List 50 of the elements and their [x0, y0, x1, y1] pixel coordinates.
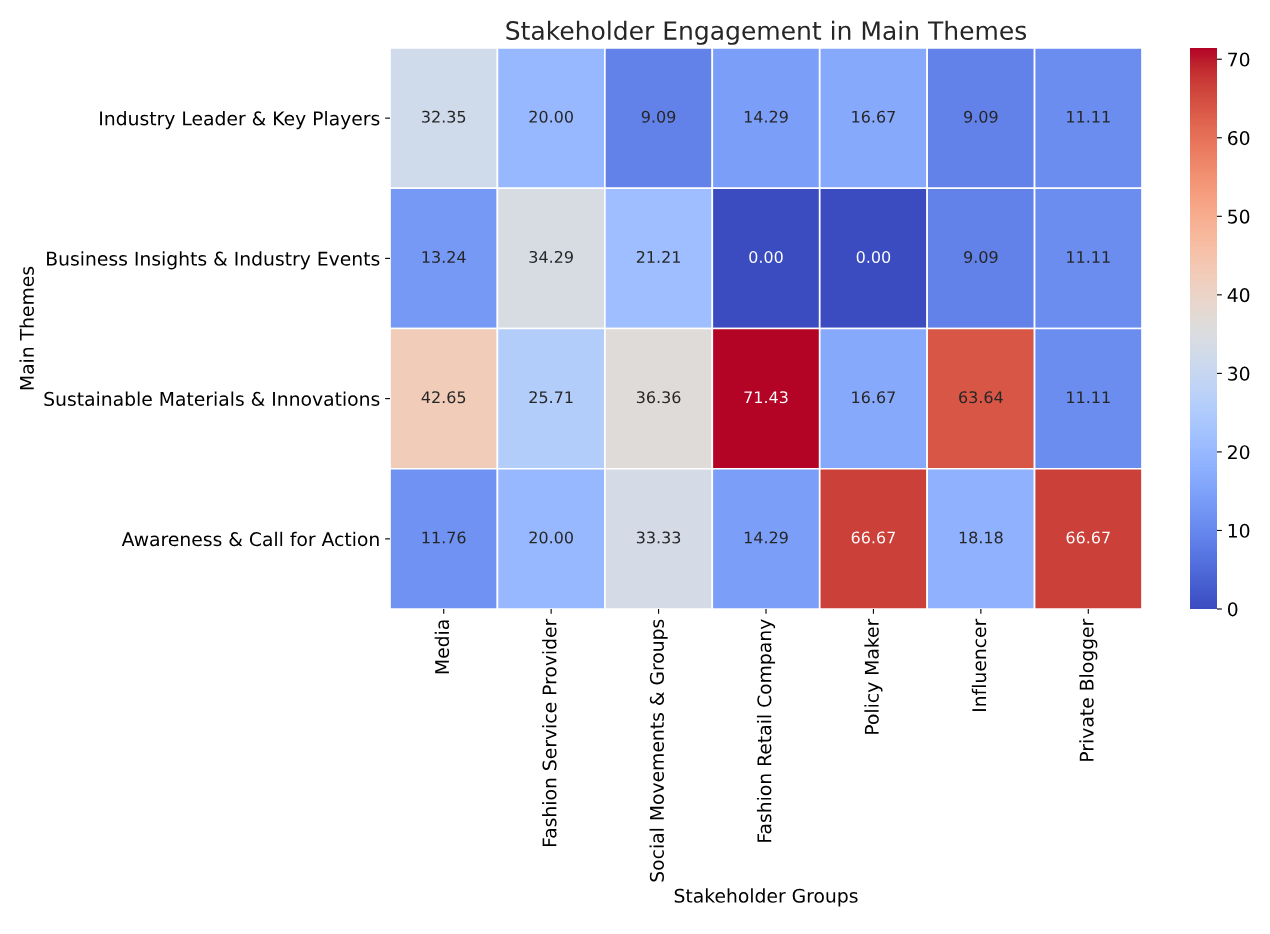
- data-label: 9.09: [964, 110, 998, 123]
- y-tick-label: Awareness & Call for Action: [121, 531, 379, 547]
- data-label: 66.67: [851, 531, 895, 544]
- color-bar-label: 40: [1227, 288, 1250, 303]
- y-tick-label: Business Insights & Industry Events: [47, 251, 380, 270]
- x-tick-label: Influencer: [971, 618, 987, 711]
- data-label: 16.67: [852, 391, 895, 404]
- color-bar-label: 30: [1228, 366, 1250, 381]
- data-label: 0.00: [856, 250, 891, 264]
- data-label: 32.35: [422, 110, 466, 123]
- y-tick-label: Industry Leader & Key Players: [100, 111, 380, 130]
- x-tick-label: Fashion Service Provider: [542, 618, 557, 847]
- data-label: 13.24: [422, 250, 466, 264]
- data-label: 34.29: [529, 250, 573, 264]
- data-label: 20.00: [529, 531, 573, 544]
- x-axis-title: Stakeholder Groups: [674, 888, 858, 907]
- data-label: 36.36: [636, 391, 681, 404]
- data-label: 11.11: [1067, 110, 1110, 123]
- data-label: 11.76: [422, 531, 466, 544]
- x-tick-label: Private Blogger: [1079, 618, 1098, 761]
- data-label: 66.67: [1066, 531, 1110, 544]
- data-label: 14.29: [744, 531, 788, 544]
- data-label: 11.11: [1067, 391, 1110, 404]
- color-bar-label: 60: [1228, 130, 1250, 146]
- y-axis-title: Main Themes: [19, 266, 34, 390]
- x-tick-label: Media: [434, 620, 450, 674]
- color-bar-label: 50: [1228, 209, 1250, 224]
- data-label: 20.00: [529, 110, 573, 123]
- data-label: 9.09: [641, 110, 676, 123]
- data-label: 14.29: [744, 110, 788, 123]
- color-bar-label: 20: [1228, 445, 1250, 460]
- data-label: 71.43: [744, 391, 788, 404]
- data-label: 9.09: [964, 250, 998, 264]
- y-tick-label: Sustainable Materials & Innovations: [44, 391, 380, 407]
- color-bar-label: 70: [1228, 52, 1250, 67]
- data-label: 21.21: [636, 250, 680, 263]
- data-label: 63.64: [959, 391, 1003, 404]
- x-tick-label: Fashion Retail Company: [756, 619, 776, 842]
- data-label: 16.67: [852, 110, 895, 123]
- x-tick-label: Policy Maker: [864, 618, 883, 734]
- data-label: 11.11: [1067, 251, 1110, 263]
- chart-title: Stakeholder Engagement in Main Themes: [506, 20, 1027, 45]
- data-label: 33.33: [636, 531, 681, 544]
- data-label: 0.00: [749, 250, 783, 264]
- data-label: 42.65: [421, 391, 466, 404]
- x-tick-label: Social Movements & Groups: [649, 619, 668, 882]
- color-bar-label: 0: [1227, 602, 1238, 617]
- data-label: 18.18: [959, 531, 1003, 544]
- data-label: 25.71: [529, 391, 573, 404]
- color-bar-label: 10: [1228, 523, 1250, 538]
